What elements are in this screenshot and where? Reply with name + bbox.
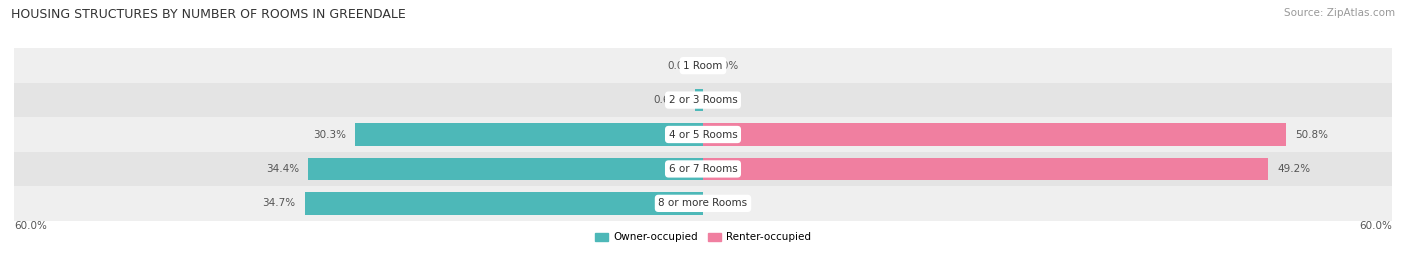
Bar xyxy=(14,83,1392,117)
Text: 8 or more Rooms: 8 or more Rooms xyxy=(658,198,748,208)
Text: 1 Room: 1 Room xyxy=(683,61,723,71)
Text: HOUSING STRUCTURES BY NUMBER OF ROOMS IN GREENDALE: HOUSING STRUCTURES BY NUMBER OF ROOMS IN… xyxy=(11,8,406,21)
Text: 34.7%: 34.7% xyxy=(263,198,295,208)
Bar xyxy=(14,117,1392,152)
Text: 6 or 7 Rooms: 6 or 7 Rooms xyxy=(669,164,737,174)
Bar xyxy=(356,123,703,146)
Bar xyxy=(14,152,1392,186)
Bar xyxy=(305,192,703,215)
Text: 0.0%: 0.0% xyxy=(713,198,738,208)
Bar xyxy=(14,186,1392,221)
Text: 0.0%: 0.0% xyxy=(713,61,738,71)
Text: 60.0%: 60.0% xyxy=(14,221,46,231)
Legend: Owner-occupied, Renter-occupied: Owner-occupied, Renter-occupied xyxy=(591,228,815,246)
Text: 49.2%: 49.2% xyxy=(1277,164,1310,174)
Text: 50.8%: 50.8% xyxy=(1295,129,1329,140)
Bar xyxy=(308,158,703,180)
Text: Source: ZipAtlas.com: Source: ZipAtlas.com xyxy=(1284,8,1395,18)
Bar xyxy=(14,48,1392,83)
Text: 4 or 5 Rooms: 4 or 5 Rooms xyxy=(669,129,737,140)
Text: 34.4%: 34.4% xyxy=(266,164,299,174)
Text: 0.0%: 0.0% xyxy=(713,95,738,105)
Text: 60.0%: 60.0% xyxy=(1360,221,1392,231)
Bar xyxy=(703,123,1286,146)
Bar xyxy=(695,89,703,111)
Text: 30.3%: 30.3% xyxy=(314,129,346,140)
Bar xyxy=(703,158,1268,180)
Text: 0.0%: 0.0% xyxy=(668,61,693,71)
Text: 2 or 3 Rooms: 2 or 3 Rooms xyxy=(669,95,737,105)
Text: 0.68%: 0.68% xyxy=(652,95,686,105)
